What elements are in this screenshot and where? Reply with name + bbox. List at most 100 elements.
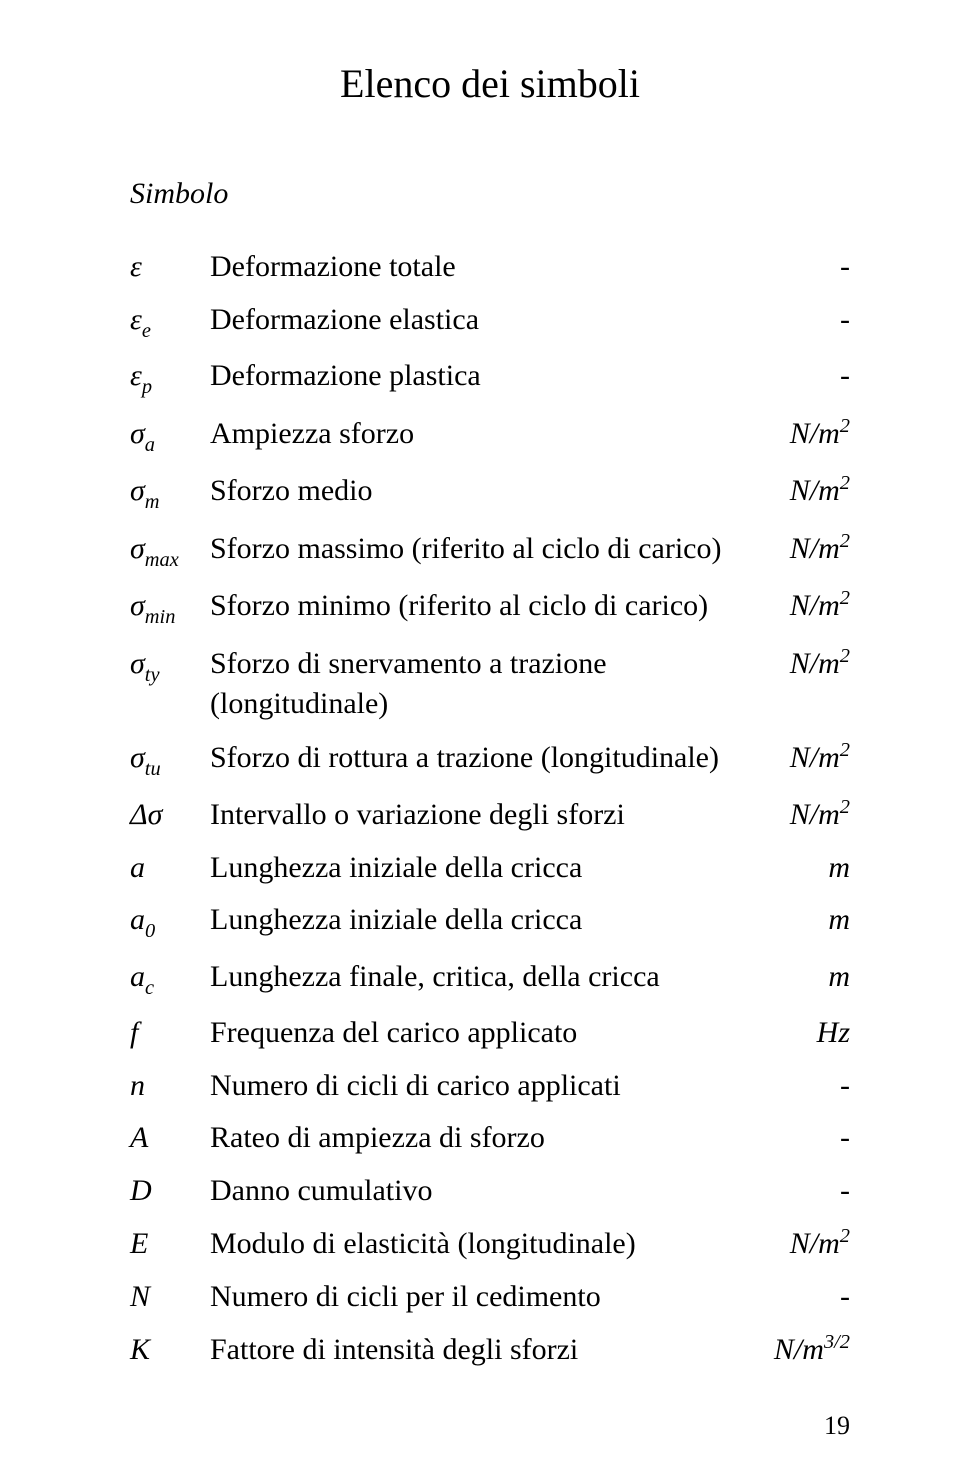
description-cell: Sforzo di snervamento a trazione (longit…	[210, 644, 750, 725]
description-cell: Modulo di elasticità (longitudinale)	[210, 1224, 750, 1265]
table-row: εeDeformazione elastica-	[130, 300, 850, 345]
unit-cell: N/m2	[750, 585, 850, 627]
symbol-cell: σtu	[130, 738, 210, 783]
symbol-sub: tu	[145, 758, 161, 780]
symbol-main: D	[130, 1174, 152, 1207]
symbol-main: ε	[130, 303, 142, 336]
table-row: σminSforzo minimo (riferito al ciclo di …	[130, 585, 850, 631]
symbol-cell: N	[130, 1277, 210, 1318]
symbol-cell: D	[130, 1171, 210, 1212]
symbol-sub: ty	[145, 664, 160, 686]
symbol-cell: a	[130, 848, 210, 889]
symbol-main: σ	[130, 741, 145, 774]
unit-cell: N/m2	[750, 794, 850, 836]
table-row: D Danno cumulativo -	[130, 1171, 850, 1212]
unit-cell: m	[750, 957, 850, 998]
table-row: ARateo di ampiezza di sforzo-	[130, 1118, 850, 1159]
symbol-main: a	[130, 903, 145, 936]
symbol-cell: εe	[130, 300, 210, 345]
unit-main: m	[828, 851, 850, 884]
unit-main: N/m	[790, 647, 840, 680]
description-cell: Sforzo massimo (riferito al ciclo di car…	[210, 529, 750, 570]
unit-sup: 2	[840, 739, 850, 761]
description-cell: Fattore di intensità degli sforzi	[210, 1330, 750, 1371]
symbol-sub: e	[142, 320, 151, 342]
symbol-main: σ	[130, 647, 145, 680]
unit-main: -	[840, 1174, 850, 1207]
table-row: σmSforzo medioN/m2	[130, 470, 850, 516]
unit-main: N/m	[790, 589, 840, 622]
table-row: εpDeformazione plastica -	[130, 356, 850, 401]
symbol-main: K	[130, 1333, 150, 1366]
unit-main: -	[840, 359, 850, 392]
unit-cell: -	[750, 1277, 850, 1318]
symbol-main: ε	[130, 250, 142, 283]
symbol-cell: a0	[130, 900, 210, 945]
unit-main: N/m	[790, 798, 840, 831]
symbol-cell: σm	[130, 471, 210, 516]
description-cell: Deformazione elastica	[210, 300, 750, 341]
table-row: fFrequenza del carico applicato Hz	[130, 1013, 850, 1054]
unit-cell: N/m2	[750, 1223, 850, 1265]
unit-main: m	[828, 960, 850, 993]
unit-main: N/m	[790, 417, 840, 450]
table-row: ε Deformazione totale -	[130, 247, 850, 288]
symbol-sub: m	[145, 491, 160, 513]
page-number: 19	[130, 1411, 850, 1441]
description-cell: Numero di cicli di carico applicati	[210, 1066, 750, 1107]
description-cell: Deformazione totale	[210, 247, 750, 288]
description-cell: Danno cumulativo	[210, 1171, 750, 1212]
symbol-cell: K	[130, 1330, 210, 1371]
description-cell: Sforzo di rottura a trazione (longitudin…	[210, 738, 750, 779]
description-cell: Numero di cicli per il cedimento	[210, 1277, 750, 1318]
description-cell: Lunghezza iniziale della cricca	[210, 848, 750, 889]
table-row: EModulo di elasticità (longitudinale)N/m…	[130, 1223, 850, 1265]
unit-main: N/m	[790, 1227, 840, 1260]
symbol-cell: Δσ	[130, 795, 210, 836]
symbol-cell: σmin	[130, 586, 210, 631]
table-row: acLunghezza finale, critica, della cricc…	[130, 957, 850, 1002]
symbol-cell: ac	[130, 957, 210, 1002]
unit-cell: N/m2	[750, 413, 850, 455]
symbol-main: σ	[130, 532, 145, 565]
unit-sup: 2	[840, 530, 850, 552]
unit-cell: N/m2	[750, 528, 850, 570]
description-cell: Lunghezza finale, critica, della cricca	[210, 957, 750, 998]
symbol-sub: p	[142, 376, 152, 398]
symbol-main: E	[130, 1227, 148, 1260]
unit-main: m	[828, 903, 850, 936]
unit-main: N/m	[774, 1333, 824, 1366]
symbol-main: N	[130, 1280, 150, 1313]
symbol-cell: ε	[130, 247, 210, 288]
symbol-main: Δσ	[130, 798, 162, 831]
unit-main: -	[840, 250, 850, 283]
description-cell: Sforzo minimo (riferito al ciclo di cari…	[210, 586, 750, 627]
table-row: a Lunghezza iniziale della cricca m	[130, 848, 850, 889]
description-cell: Lunghezza iniziale della cricca	[210, 900, 750, 941]
symbol-cell: σty	[130, 644, 210, 689]
description-cell: Rateo di ampiezza di sforzo	[210, 1118, 750, 1159]
symbol-cell: E	[130, 1224, 210, 1265]
unit-main: -	[840, 1069, 850, 1102]
description-cell: Ampiezza sforzo	[210, 414, 750, 455]
description-cell: Frequenza del carico applicato	[210, 1013, 750, 1054]
symbol-sub: a	[145, 434, 155, 456]
symbol-main: A	[130, 1121, 148, 1154]
unit-sup: 2	[840, 415, 850, 437]
symbol-main: a	[130, 851, 145, 884]
unit-sup: 2	[840, 587, 850, 609]
symbol-main: n	[130, 1069, 145, 1102]
description-cell: Intervallo o variazione degli sforzi	[210, 795, 750, 836]
symbol-sub: max	[145, 549, 179, 571]
symbol-main: a	[130, 960, 145, 993]
table-row: n Numero di cicli di carico applicati -	[130, 1066, 850, 1107]
table-row: KFattore di intensità degli sforziN/m3/2	[130, 1329, 850, 1371]
unit-sup: 2	[840, 796, 850, 818]
unit-cell: m	[750, 848, 850, 889]
unit-cell: -	[750, 300, 850, 341]
description-cell: Deformazione plastica	[210, 356, 750, 397]
symbol-cell: f	[130, 1013, 210, 1054]
unit-main: Hz	[817, 1016, 850, 1049]
symbol-cell: A	[130, 1118, 210, 1159]
symbol-cell: εp	[130, 356, 210, 401]
